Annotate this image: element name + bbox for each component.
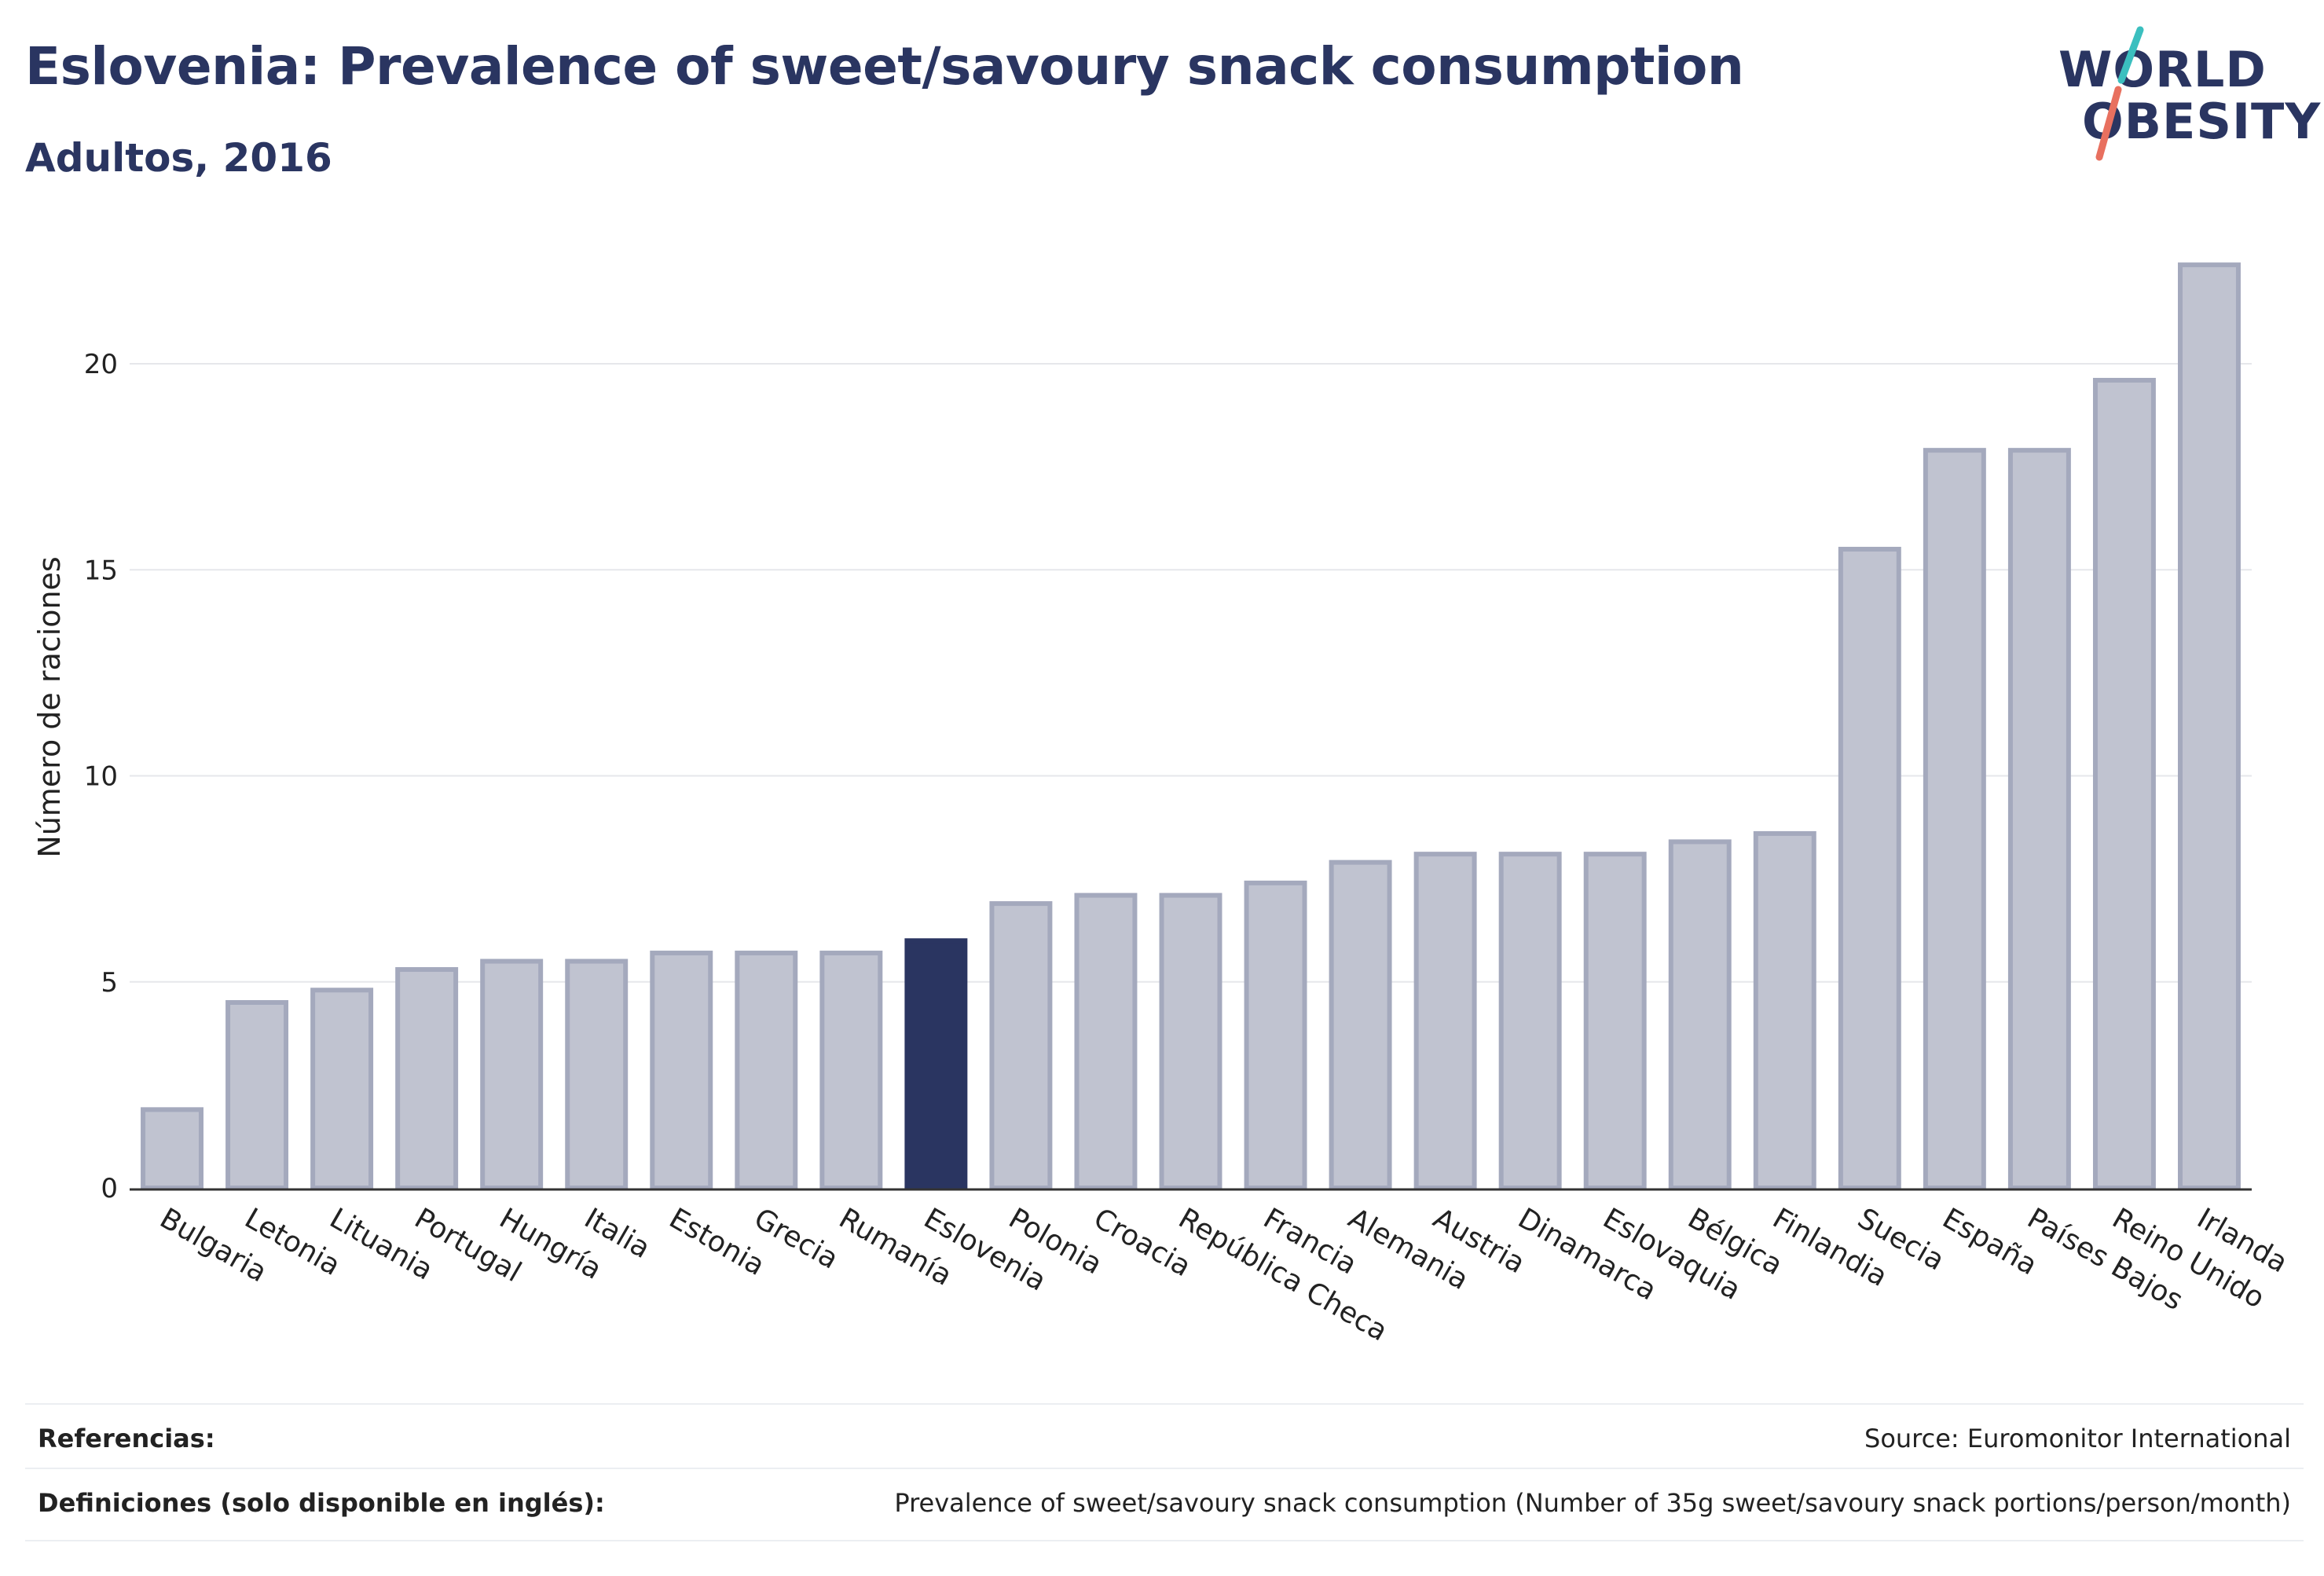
bar-polonia — [989, 901, 1053, 1190]
logo-line-2: OBESITY — [2082, 93, 2322, 150]
bar-grecia — [735, 951, 798, 1191]
x-tick-label: España — [1937, 1202, 2042, 1281]
bar-países-bajos — [2007, 448, 2071, 1190]
x-tick-label: Croacia — [1088, 1202, 1196, 1283]
definitions-value: Prevalence of sweet/savoury snack consum… — [894, 1488, 2291, 1518]
bars — [141, 262, 2241, 1191]
bar-eslovenia — [904, 938, 968, 1191]
bar-eslovaquia — [1583, 852, 1647, 1191]
bar-chart: 0 5 10 15 20 BulgariaLetoniaLituaniaPortugal… — [32, 262, 2293, 1347]
footer-divider — [25, 1540, 2304, 1541]
bar-francia — [1244, 880, 1307, 1190]
bar-finlandia — [1753, 830, 1816, 1191]
bar-lituania — [310, 988, 374, 1190]
bar-bulgaria — [141, 1107, 203, 1190]
bar-italia — [565, 958, 629, 1191]
y-tick-label: 5 — [101, 967, 118, 999]
bar-república-checa — [1159, 892, 1222, 1190]
bar-rumanía — [819, 951, 883, 1191]
y-axis-label: Número de raciones — [32, 556, 67, 857]
page-title: Eslovenia: Prevalence of sweet/savoury s… — [25, 36, 1744, 97]
bar-estonia — [650, 951, 713, 1191]
logo-line-1: WORLD — [2058, 41, 2267, 98]
world-obesity-logo: WORLD OBESITY — [2043, 24, 2320, 173]
x-tick-label: Estonia — [664, 1202, 770, 1282]
bar-portugal — [395, 967, 459, 1190]
bar-reino-unido — [2092, 377, 2156, 1191]
bar-dinamarca — [1498, 852, 1562, 1191]
y-tick-label: 10 — [84, 761, 118, 793]
references-value: Source: Euromonitor International — [1864, 1424, 2291, 1453]
definitions-label: Definiciones (solo disponible en inglés)… — [38, 1488, 605, 1518]
y-tick-label: 15 — [84, 555, 118, 586]
bar-españa — [1923, 448, 1986, 1190]
references-row: Referencias: Source: Euromonitor Interna… — [25, 1403, 2304, 1469]
definitions-row: Definiciones (solo disponible en inglés)… — [25, 1468, 2304, 1534]
bar-bélgica — [1668, 839, 1732, 1191]
references-label: Referencias: — [38, 1424, 215, 1453]
bar-croacia — [1074, 892, 1138, 1190]
logo-slash-icon — [2095, 26, 2144, 161]
bar-alemania — [1329, 859, 1392, 1191]
bar-irlanda — [2178, 262, 2241, 1190]
y-tick-labels: 0 5 10 15 20 — [84, 349, 118, 1204]
bar-austria — [1413, 852, 1477, 1191]
bar-hungría — [480, 958, 544, 1191]
y-tick-label: 0 — [101, 1173, 118, 1204]
x-tick-labels: BulgariaLetoniaLituaniaPortugalHungríaIt… — [155, 1202, 2293, 1347]
bar-suecia — [1838, 547, 1901, 1190]
bar-letonia — [225, 999, 289, 1190]
page-subtitle: Adultos, 2016 — [25, 135, 332, 181]
y-tick-label: 20 — [84, 349, 118, 380]
